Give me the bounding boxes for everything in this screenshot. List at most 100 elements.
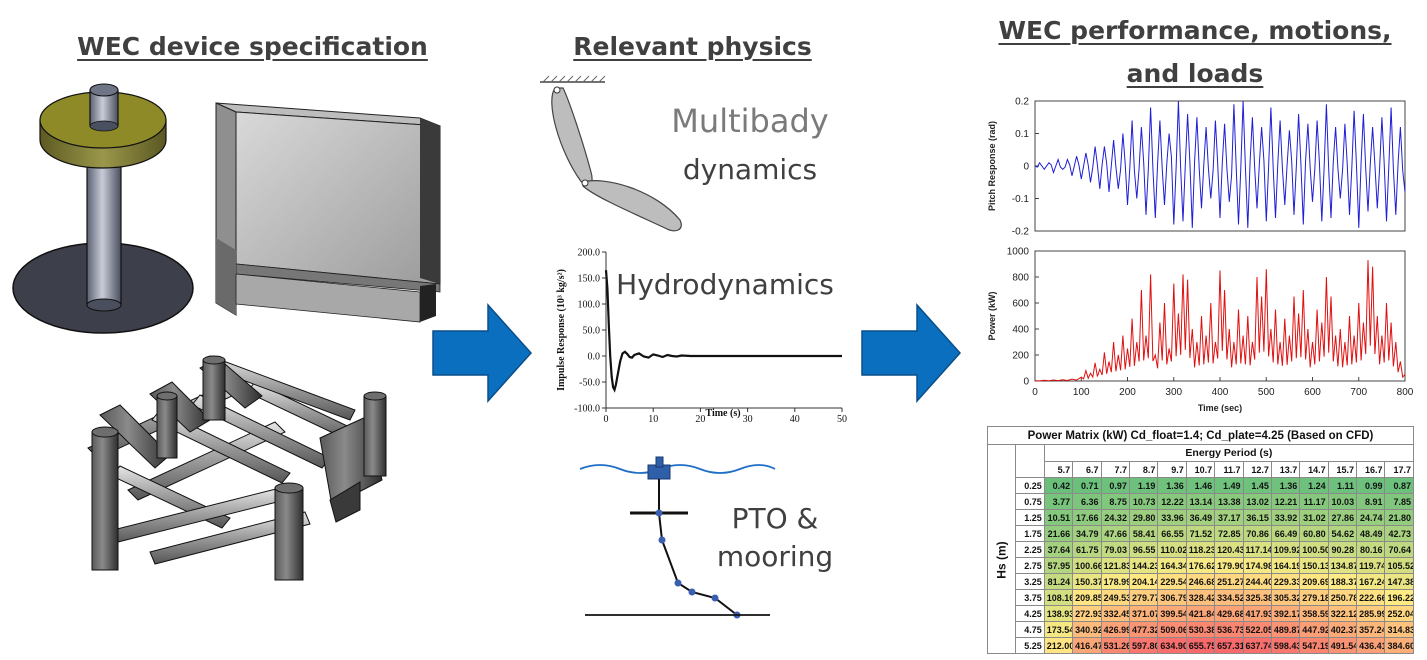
power-matrix-cell: 108.16	[1043, 589, 1074, 606]
power-matrix-cell: 109.92	[1270, 541, 1301, 558]
power-matrix-cell: 42.73	[1384, 525, 1414, 542]
power-matrix-cell: 37.17	[1214, 509, 1244, 526]
frame-device	[87, 355, 387, 581]
power-matrix-cell: 164.34	[1157, 557, 1187, 574]
label-hydrodynamics: Hydrodynamics	[616, 268, 834, 301]
power-matrix-cell: 134.87	[1327, 557, 1358, 574]
power-matrix-cell: 285.99	[1356, 605, 1386, 622]
power-matrix-cell: 272.93	[1072, 605, 1102, 622]
flow-arrow-right	[861, 303, 962, 403]
power-matrix-cell: 120.43	[1214, 541, 1244, 558]
power-matrix-cell: 10.73	[1128, 493, 1159, 510]
power-matrix-cell: 13.38	[1214, 493, 1244, 510]
heading-device-specification: WEC device specification	[77, 32, 428, 61]
power-matrix-cell: 36.15	[1242, 509, 1272, 526]
hs-row-label: 3.25	[1015, 573, 1045, 590]
pitch-y-tick-label: 0.1	[1015, 129, 1029, 140]
pto-mooring-diagram	[579, 456, 776, 619]
power-matrix-cell: 0.99	[1356, 477, 1386, 494]
energy-period-column-header: 17.7	[1384, 461, 1414, 478]
energy-period-column-header: 7.7	[1100, 461, 1130, 478]
hs-row-label: 4.25	[1015, 605, 1045, 622]
power-matrix-cell: 246.68	[1185, 573, 1216, 590]
power-matrix-cell: 12.21	[1270, 493, 1301, 510]
impulse-response-series	[604, 270, 842, 393]
power-matrix-cell: 10.03	[1327, 493, 1358, 510]
power-matrix-cell: 655.75	[1185, 637, 1216, 654]
pitch-response-chart: 0.2 0.1 0 -0.1 -0.2 Pitch Response (rad)	[987, 97, 1406, 238]
power-x-tick-label: 600	[1304, 387, 1321, 398]
energy-period-column-header: 15.7	[1327, 461, 1358, 478]
heading-performance-line1: WEC performance, motions,	[998, 16, 1392, 45]
power-matrix-cell: 31.02	[1299, 509, 1329, 526]
energy-period-column-header: 6.7	[1072, 461, 1102, 478]
power-matrix-cell: 33.92	[1270, 509, 1301, 526]
power-matrix-cell: 530.38	[1185, 621, 1216, 638]
power-matrix-row: 4.75 173.54 340.92 426.99 477.32 509.06 530.38…	[988, 621, 1414, 638]
power-matrix-cell: 196.22	[1384, 589, 1414, 606]
power-matrix-cell: 416.47	[1072, 637, 1102, 654]
impulse-y-tick-label: 0.0	[588, 352, 601, 363]
power-matrix-cell: 167.24	[1356, 573, 1386, 590]
power-matrix-cell: 66.49	[1270, 525, 1301, 542]
power-matrix-cell: 229.33	[1270, 573, 1301, 590]
impulse-x-tick-label: 0	[604, 414, 609, 425]
impulse-x-tick-label: 10	[648, 414, 658, 425]
pitch-y-tick-label: 0	[1023, 162, 1029, 173]
power-matrix-cell: 48.49	[1356, 525, 1386, 542]
power-matrix-cell: 244.40	[1242, 573, 1272, 590]
mooring-line	[658, 512, 738, 616]
power-matrix-cell: 634.90	[1157, 637, 1187, 654]
power-matrix-cell: 1.36	[1270, 477, 1301, 494]
power-matrix-row: 2.75 57.95 100.66 121.83 144.23 164.34 176.62 1…	[988, 557, 1414, 574]
energy-period-column-header: 10.7	[1185, 461, 1216, 478]
power-matrix-cell: 325.38	[1242, 589, 1272, 606]
impulse-y-tick-label: 150.0	[578, 274, 601, 285]
power-matrix-cell: 209.85	[1072, 589, 1102, 606]
power-matrix-cell: 1.11	[1327, 477, 1358, 494]
label-pto-line1: PTO &	[731, 502, 819, 535]
power-matrix-cell: 334.52	[1214, 589, 1244, 606]
hs-row-label: 1.75	[1015, 525, 1045, 542]
power-x-tick-label: 100	[1073, 387, 1090, 398]
power-matrix-cell: 250.78	[1327, 589, 1358, 606]
impulse-y-tick-label: -100.0	[574, 404, 600, 415]
power-matrix-cell: 150.37	[1072, 573, 1102, 590]
power-x-tick-label: 0	[1032, 387, 1038, 398]
power-matrix-cell: 150.13	[1299, 557, 1329, 574]
impulse-response-chart: 200.0 150.0 100.0 50.0 0.0 -50.0 -100.0 0 10 20 3…	[556, 248, 847, 426]
power-x-tick-label: 700	[1350, 387, 1367, 398]
power-matrix-cell: 249.53	[1100, 589, 1130, 606]
power-x-tick-label: 500	[1258, 387, 1275, 398]
power-matrix-cell: 436.41	[1356, 637, 1386, 654]
hs-row-label: 2.25	[1015, 541, 1045, 558]
power-matrix-cell: 426.99	[1100, 621, 1130, 638]
power-x-tick-label: 800	[1397, 387, 1414, 398]
power-x-axis-label: Time (sec)	[1198, 403, 1242, 413]
heading-relevant-physics: Relevant physics	[573, 32, 812, 61]
power-matrix-cell: 8.75	[1100, 493, 1130, 510]
impulse-x-tick-label: 40	[790, 414, 800, 425]
power-matrix-cell: 371.07	[1128, 605, 1159, 622]
power-matrix-cell: 37.64	[1043, 541, 1074, 558]
energy-period-column-header: 11.7	[1214, 461, 1244, 478]
power-matrix-cell: 279.18	[1299, 589, 1329, 606]
power-matrix-cell: 36.49	[1185, 509, 1216, 526]
power-matrix-cell: 173.54	[1043, 621, 1074, 638]
power-matrix-cell: 70.86	[1242, 525, 1272, 542]
power-matrix-title: Power Matrix (kW) Cd_float=1.4; Cd_plate…	[987, 426, 1414, 445]
power-matrix-cell: 489.87	[1270, 621, 1301, 638]
power-matrix-cell: 340.92	[1072, 621, 1102, 638]
power-matrix-cell: 27.86	[1327, 509, 1358, 526]
power-matrix-cell: 252.04	[1384, 605, 1414, 622]
power-matrix-cell: 174.98	[1242, 557, 1272, 574]
hs-row-header: Hs (m)	[986, 477, 1017, 654]
power-matrix-cell: 531.26	[1100, 637, 1130, 654]
power-matrix-cell: 96.55	[1128, 541, 1159, 558]
power-matrix-row: 0.75 3.77 6.36 8.75 10.73 12.22 13.14 13.38 13.0…	[988, 493, 1414, 510]
power-matrix-cell: 60.80	[1299, 525, 1329, 542]
power-matrix-cell: 21.80	[1384, 509, 1414, 526]
power-matrix-cell: 34.79	[1072, 525, 1102, 542]
power-matrix-cell: 79.03	[1100, 541, 1130, 558]
power-matrix-cell: 384.60	[1384, 637, 1414, 654]
